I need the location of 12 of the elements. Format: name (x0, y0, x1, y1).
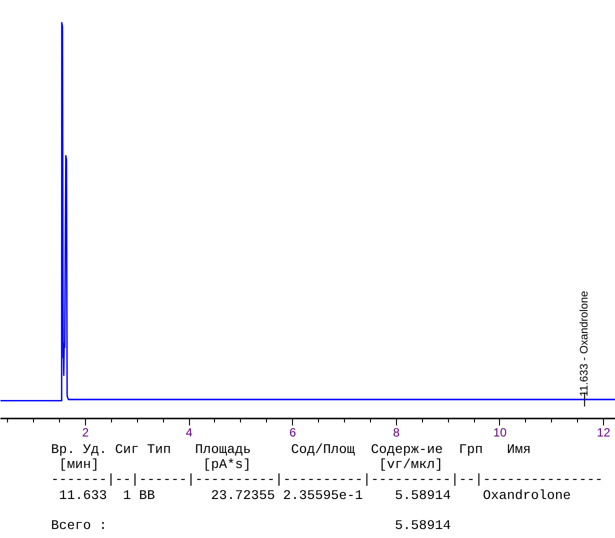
x-tick-label: 2 (82, 426, 90, 440)
text: -------|--|------|----------|----------|----------|--|--------------- (51, 473, 603, 489)
x-tick-label: 8 (393, 426, 400, 440)
text: Вр. Уд. Сиг Тип Площадь Сод/Площ Содерж-ие Грп Имя (51, 443, 532, 458)
x-tick-label: 12 (596, 426, 611, 440)
x-tick-label: 4 (186, 426, 193, 440)
text: 11.633 1 BB 23.72355 2.35595e-1 5.58914 Oxandrolone (58, 488, 572, 504)
x-tick-label: 6 (289, 426, 296, 440)
text: Всего : 5.58914 (51, 518, 452, 534)
text: [мин] [pA*s] [vг/мкл] (58, 458, 443, 474)
annotation: 11.633 - Oxandrolone (578, 290, 591, 396)
x-tick-label: 10 (493, 426, 507, 440)
